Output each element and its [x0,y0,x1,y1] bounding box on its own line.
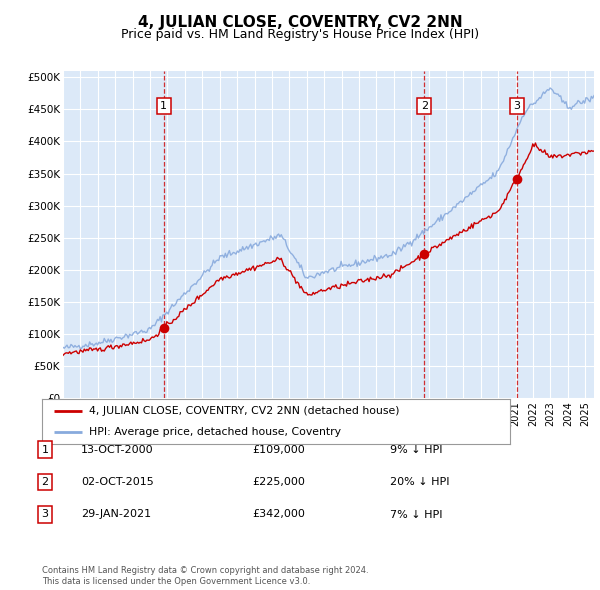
Text: 7% ↓ HPI: 7% ↓ HPI [390,510,443,519]
Text: 2: 2 [41,477,49,487]
Text: 1: 1 [41,445,49,454]
Text: Contains HM Land Registry data © Crown copyright and database right 2024.: Contains HM Land Registry data © Crown c… [42,566,368,575]
Text: 29-JAN-2021: 29-JAN-2021 [81,510,151,519]
Text: HPI: Average price, detached house, Coventry: HPI: Average price, detached house, Cove… [89,427,341,437]
Text: 3: 3 [514,101,521,111]
Text: 1: 1 [160,101,167,111]
Text: 2: 2 [421,101,428,111]
Text: £342,000: £342,000 [252,510,305,519]
Text: 20% ↓ HPI: 20% ↓ HPI [390,477,449,487]
Text: 4, JULIAN CLOSE, COVENTRY, CV2 2NN (detached house): 4, JULIAN CLOSE, COVENTRY, CV2 2NN (deta… [89,407,400,417]
Text: This data is licensed under the Open Government Licence v3.0.: This data is licensed under the Open Gov… [42,577,310,586]
Text: 3: 3 [41,510,49,519]
Text: Price paid vs. HM Land Registry's House Price Index (HPI): Price paid vs. HM Land Registry's House … [121,28,479,41]
Text: £225,000: £225,000 [252,477,305,487]
Text: 02-OCT-2015: 02-OCT-2015 [81,477,154,487]
Text: 9% ↓ HPI: 9% ↓ HPI [390,445,443,454]
Text: 4, JULIAN CLOSE, COVENTRY, CV2 2NN: 4, JULIAN CLOSE, COVENTRY, CV2 2NN [137,15,463,30]
Text: 13-OCT-2000: 13-OCT-2000 [81,445,154,454]
Text: £109,000: £109,000 [252,445,305,454]
